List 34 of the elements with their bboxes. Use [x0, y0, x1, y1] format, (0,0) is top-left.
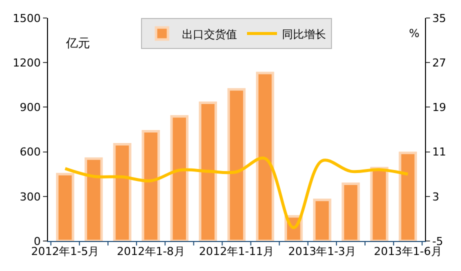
bar — [342, 182, 360, 241]
y-axis-title: 亿元 — [65, 36, 90, 50]
y-tick-label: 600 — [20, 146, 41, 159]
y2-axis-title: % — [409, 27, 420, 40]
y2-tick-label: 27 — [432, 56, 446, 70]
x-tick-label: 2012年1-5月 — [31, 245, 100, 258]
y2-tick-label: 19 — [432, 101, 446, 114]
x-tick-label: 2013年1-6月 — [374, 245, 442, 258]
bar — [198, 101, 218, 241]
bar — [142, 130, 160, 241]
y2-tick-label: 35 — [432, 12, 446, 25]
x-tick-label: 2012年1-8月 — [116, 245, 185, 258]
bar — [398, 152, 417, 241]
y-tick-label: 1500 — [12, 12, 41, 25]
y-tick-label: 0 — [34, 234, 41, 248]
legend-label: 出口交货值 — [182, 28, 237, 41]
x-tick-label: 2013年1-3月 — [288, 245, 356, 258]
bar — [84, 157, 103, 241]
y2-tick-label: 3 — [432, 190, 440, 204]
y-tick-label: 300 — [20, 190, 41, 204]
bar — [370, 166, 388, 241]
y-tick-label: 1200 — [12, 56, 41, 70]
y-tick-label: 900 — [20, 101, 41, 114]
bar — [56, 172, 74, 241]
legend-label: 同比增长 — [282, 28, 326, 41]
bar — [256, 72, 274, 241]
bar — [113, 142, 132, 241]
y2-tick-label: -5 — [432, 234, 444, 248]
bar — [313, 198, 332, 241]
line-series — [64, 156, 410, 230]
bar — [227, 88, 246, 241]
bar — [170, 115, 188, 241]
y2-tick-label: 11 — [432, 146, 446, 159]
x-tick-label: 2012年1-11月 — [199, 245, 274, 258]
